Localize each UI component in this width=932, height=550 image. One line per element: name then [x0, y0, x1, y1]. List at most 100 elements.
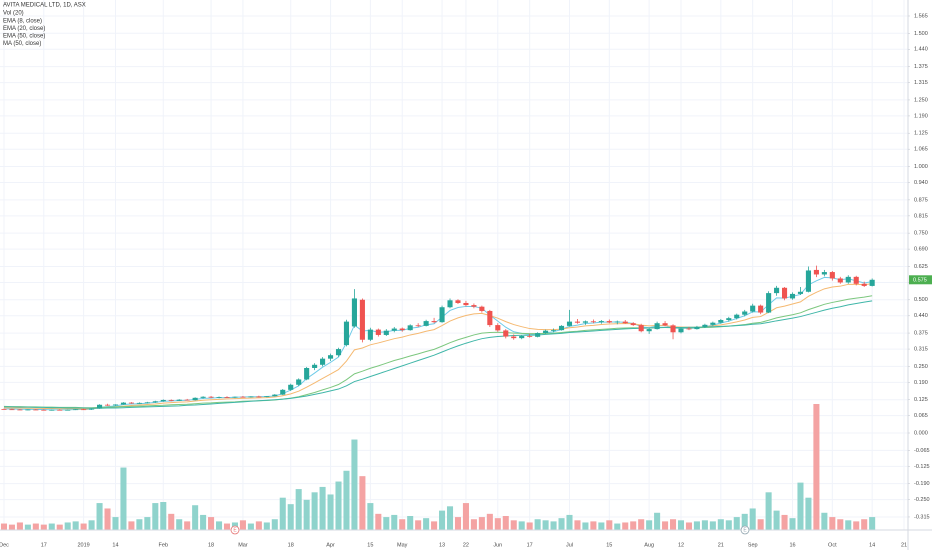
candle-body — [81, 409, 87, 411]
candle-body — [192, 397, 198, 401]
candle-body — [232, 396, 238, 398]
x-tick-label: Apr — [326, 542, 335, 548]
last-price-tag — [909, 275, 932, 285]
candle-body — [455, 300, 461, 303]
x-tick-label: 15 — [606, 542, 612, 548]
volume-bar — [88, 520, 95, 530]
candle-body — [487, 310, 493, 326]
candle-body — [367, 329, 373, 340]
candle-body — [407, 325, 413, 331]
y-tick-label: 0.875 — [914, 197, 928, 203]
earnings-marker[interactable]: E — [230, 525, 240, 535]
volume-bar — [439, 510, 446, 530]
volume-bar — [853, 521, 860, 530]
volume-bar — [478, 517, 485, 530]
y-tick-label: 0.000 — [914, 430, 928, 436]
volume-bar — [247, 523, 254, 530]
x-tick-label: 14 — [869, 542, 875, 548]
x-tick-label: 17 — [527, 542, 533, 548]
candle-body — [335, 349, 342, 356]
volume-bar — [869, 517, 876, 530]
volume-bar — [152, 503, 159, 530]
candle-body — [519, 336, 525, 339]
candle-body — [551, 330, 557, 331]
volume-bar — [263, 522, 270, 530]
legend-entry: EMA (8, close) — [3, 19, 42, 25]
volume-bar — [359, 476, 366, 530]
candle-body — [710, 322, 716, 325]
earnings-icon[interactable] — [740, 525, 750, 535]
candle-body — [781, 287, 788, 299]
volume-bar — [367, 503, 374, 530]
earnings-icon[interactable] — [230, 525, 240, 535]
candle-body — [789, 293, 796, 299]
x-tick-label: 22 — [463, 542, 469, 548]
earnings-marker[interactable]: E — [740, 525, 750, 535]
volume-bar — [48, 523, 55, 530]
candle-body — [391, 328, 397, 331]
candle-body — [65, 409, 71, 411]
candle-body — [853, 276, 859, 284]
volume-bar — [144, 517, 151, 530]
volume-bar — [773, 510, 780, 530]
volume-bar — [757, 519, 764, 530]
y-tick-label: 0.690 — [914, 247, 928, 253]
candle-body — [89, 408, 95, 410]
candle-body — [160, 399, 166, 402]
candle-body — [33, 409, 39, 411]
volume-bar — [829, 517, 836, 530]
y-tick-label: 0.940 — [914, 180, 928, 186]
candle-body — [758, 305, 764, 313]
y-tick-label: 1.250 — [914, 97, 928, 103]
candle-body — [49, 409, 55, 411]
volume-bar — [80, 523, 87, 530]
volume-bar — [200, 514, 207, 530]
legend-volume: Vol (20) — [3, 11, 24, 17]
volume-bar — [96, 503, 103, 530]
candle-body — [399, 328, 405, 331]
volume-bar — [8, 524, 15, 530]
candle-body — [678, 328, 684, 333]
volume-bar — [582, 522, 589, 530]
candle-body — [797, 291, 804, 294]
volume-bar — [415, 520, 422, 530]
candle-body — [359, 299, 365, 340]
legend-entry: EMA (20, close) — [3, 26, 45, 32]
volume-bar — [32, 523, 39, 530]
volume-bar — [192, 505, 199, 530]
y-tick-label: 0.065 — [914, 413, 928, 419]
candle-body — [256, 396, 262, 398]
volume-bar — [725, 520, 732, 530]
volume-bar — [184, 521, 191, 530]
candle-body — [208, 396, 214, 398]
candle-body — [646, 329, 652, 332]
x-tick-label: 17 — [41, 542, 47, 548]
y-tick-label: -0.250 — [914, 497, 930, 503]
volume-bar — [813, 404, 820, 530]
candle-body — [304, 367, 310, 380]
candle-body — [296, 379, 302, 385]
candle-body — [112, 404, 119, 406]
volume-bar — [614, 523, 621, 530]
x-tick-label: 16 — [789, 542, 795, 548]
candle-body — [312, 364, 318, 368]
candle-body — [343, 321, 350, 346]
x-tick-label: 2019 — [78, 542, 90, 548]
candle-body — [614, 321, 620, 323]
volume-bar — [781, 514, 788, 530]
candle-body — [654, 323, 660, 330]
candle-body — [97, 404, 103, 409]
candle-body — [17, 409, 23, 411]
volume-bar — [526, 522, 533, 530]
candle-body — [750, 305, 756, 312]
volume-bar — [821, 512, 828, 530]
volume-bar — [0, 523, 8, 530]
y-tick-label: 0.440 — [914, 313, 928, 319]
y-tick-label: 1.440 — [914, 47, 928, 53]
volume-bar — [319, 486, 326, 530]
volume-bar — [383, 517, 390, 530]
y-tick-label: -0.190 — [914, 481, 930, 487]
volume-bar — [104, 508, 111, 530]
x-tick-label: Sep — [748, 542, 758, 548]
candle-body — [598, 321, 604, 323]
